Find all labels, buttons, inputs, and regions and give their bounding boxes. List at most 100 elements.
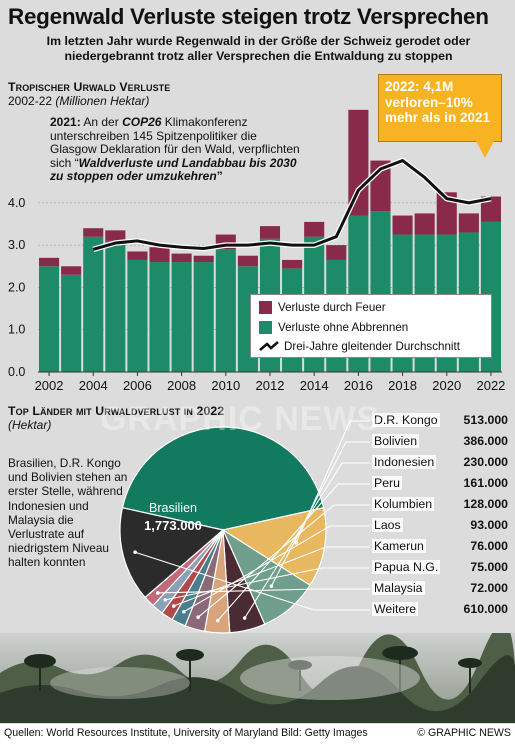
x-tick-label: 2002 — [35, 378, 64, 393]
pie-label-brazil: Brasilien — [149, 501, 197, 515]
country-row: Papua N.G. 75.000 — [370, 559, 510, 575]
annotation-event: COP26 — [122, 115, 162, 129]
leader-dot — [171, 604, 176, 608]
leader-line — [134, 551, 370, 611]
callout-tail — [476, 141, 494, 158]
leader-line — [165, 567, 370, 601]
source-credits: Quellen: World Resources Institute, Univ… — [4, 727, 368, 739]
country-name: Kolumbien — [372, 497, 435, 511]
country-name: Papua N.G. — [372, 560, 441, 574]
chart-legend: Verluste durch Feuer Verluste ohne Abbre… — [250, 294, 492, 358]
legend-item-fire: Verluste durch Feuer — [259, 299, 386, 315]
y-tick-label: 2.0 — [8, 280, 25, 294]
legend-label-nofire: Verluste ohne Abbrennen — [278, 320, 409, 334]
y-tick-label: 1.0 — [8, 323, 25, 337]
legend-line-icon — [259, 341, 279, 351]
headline: Regenwald Verluste steigen trotz Verspre… — [8, 4, 489, 29]
legend-label-avg: Drei-Jahre gleitender Durchschnitt — [284, 339, 460, 353]
bar-fire — [237, 255, 258, 267]
bar-chart-title: Tropischer Urwald Verluste — [8, 80, 171, 94]
bar-nofire — [127, 259, 148, 372]
bar-fire — [83, 228, 104, 237]
legend-item-nofire: Verluste ohne Abbrennen — [259, 319, 408, 335]
brand-credit: © GRAPHIC NEWS — [417, 727, 511, 739]
country-row: Peru 161.000 — [370, 475, 510, 491]
pie-chart-unit: (Hektar) — [8, 418, 52, 432]
x-tick-label: 2016 — [344, 378, 373, 393]
callout-2022: 2022: 4,1M verloren–10% mehr als in 2021 — [378, 74, 502, 142]
subheadline: Im letzten Jahr wurde Regenwald in der G… — [46, 34, 471, 63]
pie-value-brazil: 1,773.000 — [144, 518, 202, 533]
leader-line — [157, 588, 370, 594]
annotation-text-1: An der — [80, 115, 123, 129]
x-tick-label: 2012 — [256, 378, 285, 393]
bar-fire — [127, 251, 148, 260]
bar-fire — [39, 257, 60, 267]
bar-fire — [326, 245, 347, 260]
country-value: 513.000 — [463, 413, 508, 427]
leader-line — [173, 546, 370, 607]
legend-item-avg: Drei-Jahre gleitender Durchschnitt — [259, 338, 460, 354]
x-tick-label: 2008 — [167, 378, 196, 393]
leader-line — [270, 441, 370, 587]
annotation-text-3: ” — [216, 169, 223, 184]
leader-dot — [163, 598, 168, 602]
y-tick-label: 0.0 — [8, 365, 25, 379]
leader-line — [295, 420, 370, 544]
y-tick-label: 4.0 — [8, 196, 25, 210]
footer: Quellen: World Resources Institute, Univ… — [0, 724, 515, 744]
legend-swatch-fire — [259, 300, 272, 314]
country-name: D.R. Kongo — [372, 413, 440, 427]
country-value: 386.000 — [463, 434, 508, 448]
bar-fire — [105, 230, 126, 241]
country-name: Kamerun — [372, 539, 426, 553]
country-value: 610.000 — [463, 602, 508, 616]
leader-dot — [156, 591, 160, 595]
country-value: 76.000 — [470, 539, 508, 553]
country-name: Peru — [372, 476, 402, 490]
country-row: Indonesien 230.000 — [370, 454, 510, 470]
y-tick-label: 3.0 — [8, 238, 25, 252]
country-value: 72.000 — [470, 581, 508, 595]
annotation-quote: Waldverluste und Landabbau bis 2030 zu s… — [50, 155, 297, 184]
leader-dot — [182, 609, 186, 614]
bar-fire — [458, 213, 479, 233]
bar-fire — [414, 213, 435, 235]
x-tick-label: 2006 — [123, 378, 152, 393]
x-tick-label: 2020 — [432, 378, 461, 393]
x-tick-label: 2014 — [300, 378, 329, 393]
bar-fire — [61, 266, 82, 275]
pie-chart: Brasilien 1,773.000 — [119, 420, 370, 634]
bar-nofire — [215, 249, 236, 372]
bar-fire — [392, 215, 413, 235]
country-value: 93.000 — [470, 518, 508, 532]
pie-description: Brasilien, D.R. Kongo und Bolivien stehe… — [8, 456, 128, 570]
bar-nofire — [105, 240, 126, 372]
leader-line — [197, 504, 370, 618]
country-row: Malaysia 72.000 — [370, 580, 510, 596]
bar-nofire — [171, 262, 192, 372]
bar-nofire — [83, 236, 104, 372]
leader-dot — [242, 616, 247, 620]
x-tick-label: 2010 — [211, 378, 240, 393]
legend-label-fire: Verluste durch Feuer — [278, 300, 386, 314]
country-row: Kolumbien 128.000 — [370, 496, 510, 512]
country-row: Bolivien 386.000 — [370, 433, 510, 449]
country-value: 75.000 — [470, 560, 508, 574]
country-row: Kamerun 76.000 — [370, 538, 510, 554]
country-row: Weitere 610.000 — [370, 601, 510, 617]
cop26-annotation: 2021: An der COP26 Klimakonferenz unters… — [50, 115, 305, 184]
x-tick-label: 2018 — [388, 378, 417, 393]
bar-fire — [436, 192, 457, 235]
country-value: 230.000 — [463, 455, 508, 469]
country-name: Bolivien — [372, 434, 420, 448]
leader-dot — [133, 550, 137, 555]
leader-dot — [196, 615, 200, 619]
pie-slice — [121, 426, 325, 531]
pie-chart-subtitle: (Hektar) — [8, 418, 51, 432]
forest-photo — [0, 633, 515, 723]
country-name: Weitere — [372, 602, 419, 616]
avg-line — [92, 159, 492, 251]
country-value: 161.000 — [463, 476, 508, 490]
